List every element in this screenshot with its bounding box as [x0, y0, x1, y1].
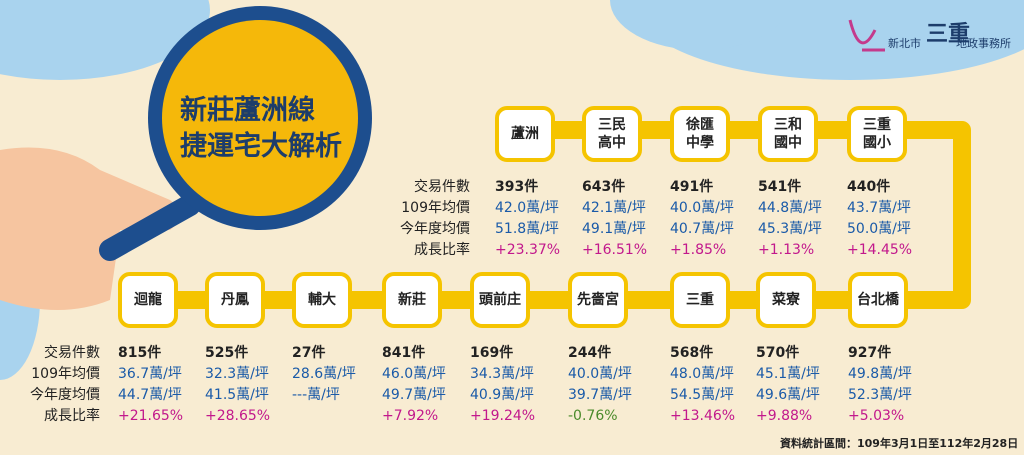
station-count: 570件	[756, 345, 800, 361]
station-price-now: 40.7萬/坪	[670, 221, 734, 237]
logo-office: 地政事務所	[956, 37, 1011, 50]
station-count: 440件	[847, 179, 891, 195]
station-price-now: 44.7萬/坪	[118, 387, 182, 403]
station-growth: +1.13%	[758, 242, 815, 258]
station-growth: +1.85%	[670, 242, 727, 258]
note: 資料統計區間：109年3月1日至112年2月28日	[780, 437, 1019, 450]
station-price-109: 40.0萬/坪	[568, 366, 632, 382]
station-name: 輔大	[292, 272, 352, 328]
station-count: 393件	[495, 179, 539, 195]
station-price-now: ---萬/坪	[292, 387, 340, 403]
station-count: 643件	[582, 179, 626, 195]
station-price-109: 32.3萬/坪	[205, 366, 269, 382]
station-name: 丹鳳	[205, 272, 265, 328]
station-count: 491件	[670, 179, 714, 195]
station-price-109: 45.1萬/坪	[756, 366, 820, 382]
station-price-now: 54.5萬/坪	[670, 387, 734, 403]
row-label: 109年均價	[401, 200, 470, 216]
station-price-109: 40.0萬/坪	[670, 200, 734, 216]
station-growth: +19.24%	[470, 408, 536, 424]
station-price-109: 48.0萬/坪	[670, 366, 734, 382]
station-name: 蘆洲	[495, 106, 555, 162]
station-price-109: 36.7萬/坪	[118, 366, 182, 382]
station-name: 菜寮	[756, 272, 816, 328]
station-count: 27件	[292, 345, 326, 361]
station-count: 525件	[205, 345, 249, 361]
station-growth: +16.51%	[582, 242, 648, 258]
station-name: 三重	[670, 272, 730, 328]
station-count: 927件	[848, 345, 892, 361]
row-label: 交易件數	[414, 179, 470, 195]
station-price-109: 28.6萬/坪	[292, 366, 356, 382]
station-price-now: 49.1萬/坪	[582, 221, 646, 237]
station-growth: +13.46%	[670, 408, 736, 424]
station-price-now: 51.8萬/坪	[495, 221, 559, 237]
logo-city: 新北市	[888, 37, 921, 50]
station-price-109: 46.0萬/坪	[382, 366, 446, 382]
station-growth: +9.88%	[756, 408, 813, 424]
station-name: 頭前庄	[470, 272, 530, 328]
station-name: 先嗇宮	[568, 272, 628, 328]
station-price-109: 42.0萬/坪	[495, 200, 559, 216]
station-count: 244件	[568, 345, 612, 361]
row-label: 交易件數	[44, 345, 100, 361]
station-price-now: 39.7萬/坪	[568, 387, 632, 403]
station-price-now: 52.3萬/坪	[848, 387, 912, 403]
station-growth: +5.03%	[848, 408, 905, 424]
station-count: 568件	[670, 345, 714, 361]
station-price-now: 45.3萬/坪	[758, 221, 822, 237]
station-price-now: 50.0萬/坪	[847, 221, 911, 237]
row-label: 成長比率	[414, 242, 470, 258]
station-price-109: 44.8萬/坪	[758, 200, 822, 216]
station-price-now: 49.6萬/坪	[756, 387, 820, 403]
station-price-now: 49.7萬/坪	[382, 387, 446, 403]
row-label: 成長比率	[44, 408, 100, 424]
station-growth: +21.65%	[118, 408, 184, 424]
station-price-109: 34.3萬/坪	[470, 366, 534, 382]
station-name: 三民 高中	[582, 106, 642, 162]
station-name: 迴龍	[118, 272, 178, 328]
station-name: 三和 國中	[758, 106, 818, 162]
row-label: 今年度均價	[400, 221, 470, 237]
station-count: 541件	[758, 179, 802, 195]
station-price-now: 41.5萬/坪	[205, 387, 269, 403]
station-price-now: 40.9萬/坪	[470, 387, 534, 403]
row-label: 109年均價	[31, 366, 100, 382]
station-price-109: 43.7萬/坪	[847, 200, 911, 216]
station-price-109: 49.8萬/坪	[848, 366, 912, 382]
station-name: 三重 國小	[847, 106, 907, 162]
station-growth: -0.76%	[568, 408, 618, 424]
station-name: 徐匯 中學	[670, 106, 730, 162]
station-price-109: 42.1萬/坪	[582, 200, 646, 216]
title-line: 捷運宅大解析	[180, 131, 342, 162]
station-name: 台北橋	[848, 272, 908, 328]
station-count: 815件	[118, 345, 162, 361]
station-growth: +14.45%	[847, 242, 913, 258]
station-name: 新莊	[382, 272, 442, 328]
row-label: 今年度均價	[30, 387, 100, 403]
station-growth: +23.37%	[495, 242, 561, 258]
station-growth: +28.65%	[205, 408, 271, 424]
station-count: 841件	[382, 345, 426, 361]
station-count: 169件	[470, 345, 514, 361]
title-line: 新莊蘆洲線	[180, 95, 315, 126]
station-growth: +7.92%	[382, 408, 439, 424]
logo-office-big: 三重	[926, 22, 971, 47]
